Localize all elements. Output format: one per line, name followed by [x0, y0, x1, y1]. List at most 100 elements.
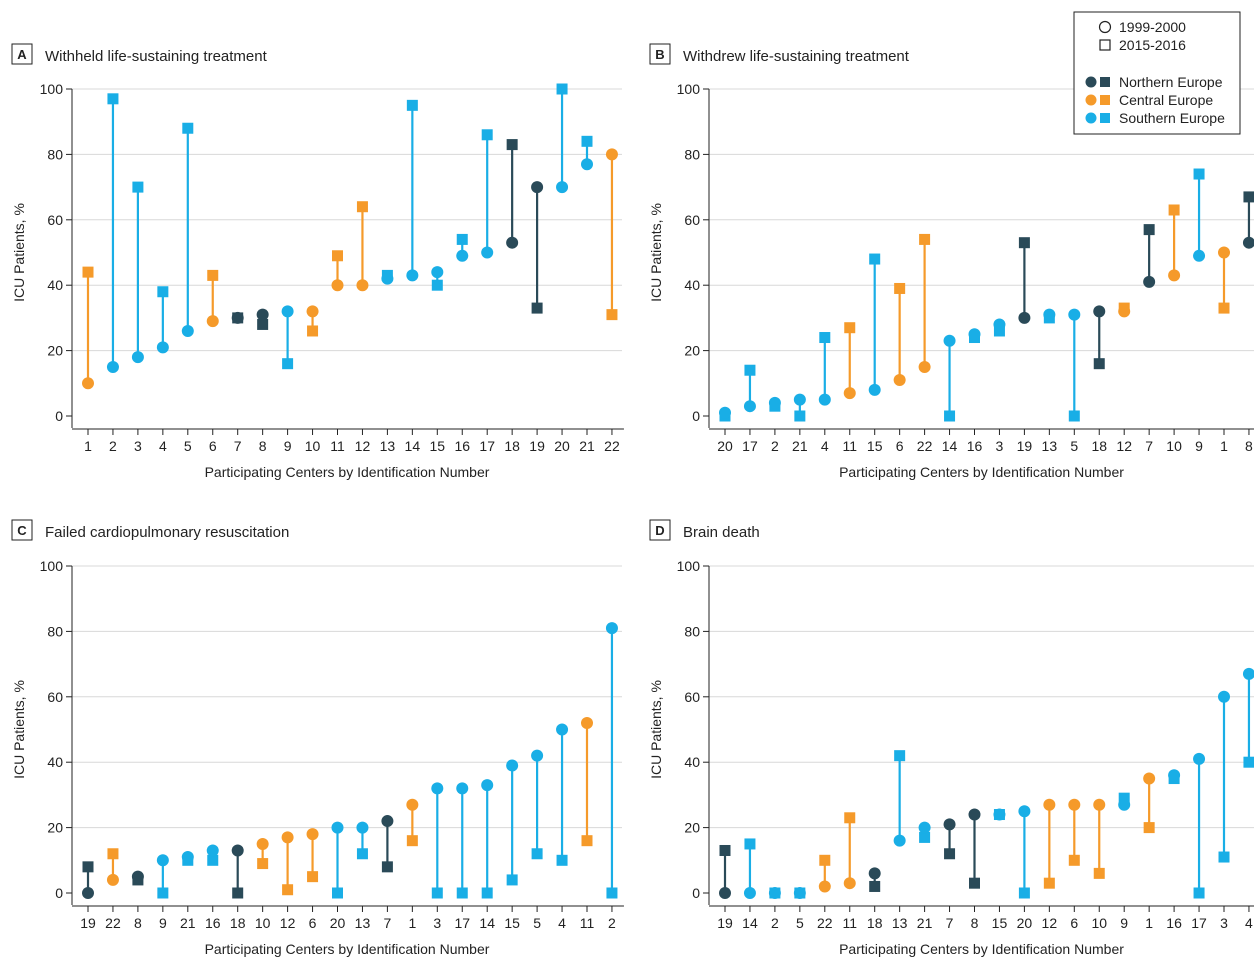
panel-label-box	[649, 519, 671, 541]
y-tick-label: 80	[47, 623, 63, 639]
point-2015-square	[257, 858, 269, 870]
x-tick-label: 13	[380, 438, 396, 454]
x-tick-label: 9	[284, 438, 292, 454]
x-tick-label: 22	[817, 915, 833, 931]
x-axis-label: Participating Centers by Identification …	[839, 464, 1124, 480]
point-2015-square	[819, 854, 831, 866]
point-2015-square	[581, 135, 593, 147]
point-2015-square	[506, 139, 518, 151]
x-tick-label: 19	[717, 915, 733, 931]
x-tick-label: 14	[742, 915, 758, 931]
legend-southern-square	[1100, 113, 1110, 123]
panel-letter: B	[655, 47, 664, 62]
legend-circle-icon	[1098, 20, 1112, 34]
x-tick-label: 1	[84, 438, 92, 454]
point-2015-square	[82, 861, 94, 873]
point-1999-circle	[605, 148, 618, 161]
x-axis-label: Participating Centers by Identification …	[205, 464, 490, 480]
point-2015-square	[1168, 204, 1180, 216]
point-2015-square	[456, 233, 468, 245]
x-tick-label: 17	[479, 438, 495, 454]
legend-period-1999: 1999-2000	[1119, 19, 1186, 35]
point-2015-square	[207, 269, 219, 281]
point-2015-square	[107, 848, 119, 860]
point-2015-square	[1193, 168, 1205, 180]
point-1999-circle	[406, 798, 419, 811]
point-1999-circle	[82, 887, 94, 899]
point-2015-square	[282, 884, 294, 896]
point-1999-circle	[331, 279, 344, 292]
point-2015-square	[207, 854, 219, 866]
point-2015-square	[1068, 854, 1080, 866]
y-tick-label: 80	[47, 146, 63, 162]
point-1999-circle	[768, 396, 781, 409]
point-1999-circle	[131, 870, 144, 883]
x-tick-label: 4	[159, 438, 167, 454]
x-tick-label: 5	[184, 438, 192, 454]
point-1999-circle	[581, 716, 593, 729]
point-2015-square	[132, 181, 144, 193]
point-2015-square	[819, 332, 831, 344]
x-tick-label: 8	[259, 438, 267, 454]
point-1999-circle	[131, 351, 144, 364]
point-2015-square	[1093, 867, 1105, 879]
x-tick-label: 11	[580, 915, 595, 931]
point-2015-square	[157, 286, 169, 298]
point-1999-circle	[431, 266, 444, 279]
point-1999-circle	[431, 782, 444, 795]
x-tick-label: 18	[1091, 438, 1107, 454]
point-1999-circle	[1068, 798, 1081, 811]
point-2015-square	[1093, 358, 1105, 370]
y-axis-label: ICU Patients, %	[11, 203, 27, 302]
x-tick-label: 6	[896, 438, 904, 454]
x-tick-label: 22	[105, 915, 121, 931]
x-axis-label: Participating Centers by Identification …	[839, 941, 1124, 957]
x-tick-label: 8	[971, 915, 979, 931]
point-1999-circle	[82, 377, 94, 390]
x-tick-label: 15	[992, 915, 1008, 931]
point-2015-square	[282, 358, 294, 370]
point-2015-square	[1218, 851, 1230, 863]
y-tick-label: 100	[40, 558, 64, 574]
point-2015-square	[332, 887, 343, 899]
point-1999-circle	[256, 837, 269, 850]
point-2015-square	[1018, 887, 1030, 899]
point-1999-circle	[943, 818, 956, 831]
point-1999-circle	[1168, 269, 1181, 282]
point-2015-square	[307, 871, 319, 883]
point-1999-circle	[968, 328, 981, 341]
x-tick-label: 21	[917, 915, 933, 931]
point-1999-circle	[456, 782, 469, 795]
point-1999-circle	[106, 873, 119, 886]
point-1999-circle	[893, 834, 906, 847]
point-1999-circle	[356, 279, 369, 292]
x-tick-label: 17	[454, 915, 470, 931]
point-2015-square	[944, 848, 956, 860]
x-tick-label: 16	[454, 438, 470, 454]
point-2015-square	[1143, 224, 1155, 236]
x-tick-label: 1	[1145, 915, 1153, 931]
y-tick-label: 20	[684, 820, 700, 836]
point-2015-square	[794, 410, 806, 422]
x-tick-label: 18	[504, 438, 520, 454]
legend-northern-circle	[1085, 76, 1097, 88]
x-tick-label: 12	[1116, 438, 1132, 454]
x-tick-label: 14	[479, 915, 495, 931]
point-1999-circle	[506, 236, 519, 249]
x-tick-label: 22	[604, 438, 620, 454]
x-tick-label: 7	[384, 915, 392, 931]
x-tick-label: 6	[1070, 915, 1078, 931]
x-tick-label: 6	[309, 915, 317, 931]
point-1999-circle	[893, 374, 906, 387]
y-tick-label: 0	[55, 408, 63, 424]
x-tick-label: 20	[554, 438, 570, 454]
point-1999-circle	[1118, 798, 1131, 811]
point-2015-square	[307, 325, 319, 337]
point-1999-circle	[743, 400, 756, 413]
y-tick-label: 0	[692, 408, 700, 424]
point-1999-circle	[106, 360, 119, 373]
legend-period-2015: 2015-2016	[1119, 37, 1186, 53]
point-2015-square	[844, 322, 856, 334]
point-1999-circle	[531, 749, 544, 762]
x-tick-label: 3	[996, 438, 1004, 454]
